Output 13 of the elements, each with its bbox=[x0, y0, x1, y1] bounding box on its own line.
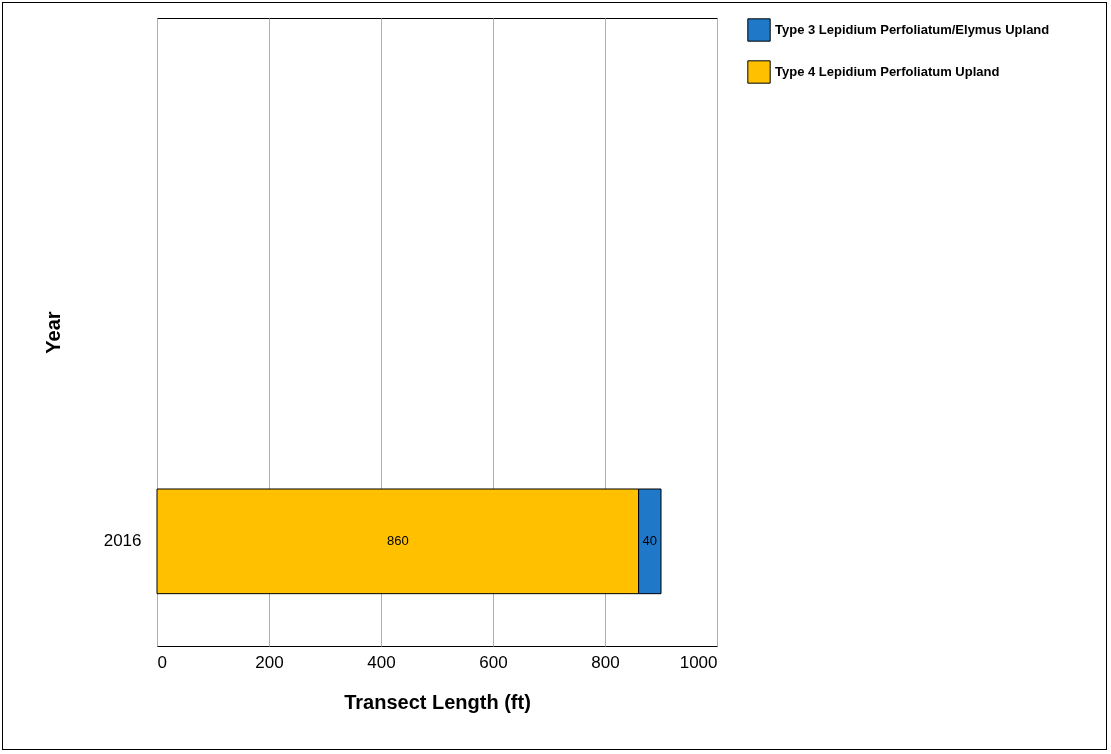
data-label: 40 bbox=[642, 533, 658, 549]
data-label: 860 bbox=[386, 533, 409, 549]
legend-label: Type 3 Lepidium Perfoliatum/Elymus Upland bbox=[775, 22, 1050, 37]
y-tick-label: 2016 bbox=[103, 531, 142, 551]
legend-label: Type 4 Lepidium Perfoliatum Upland bbox=[775, 64, 1000, 79]
x-axis-title: Transect Length (ft) bbox=[344, 690, 531, 713]
y-axis-title: Year bbox=[41, 311, 64, 354]
x-tick-label: 400 bbox=[367, 652, 396, 672]
x-tick-label: 600 bbox=[479, 652, 508, 672]
x-tick-label: 1000 bbox=[679, 652, 718, 672]
x-tick-label: 800 bbox=[591, 652, 620, 672]
x-tick-label: 200 bbox=[255, 652, 284, 672]
x-tick-label: 0 bbox=[157, 652, 167, 672]
